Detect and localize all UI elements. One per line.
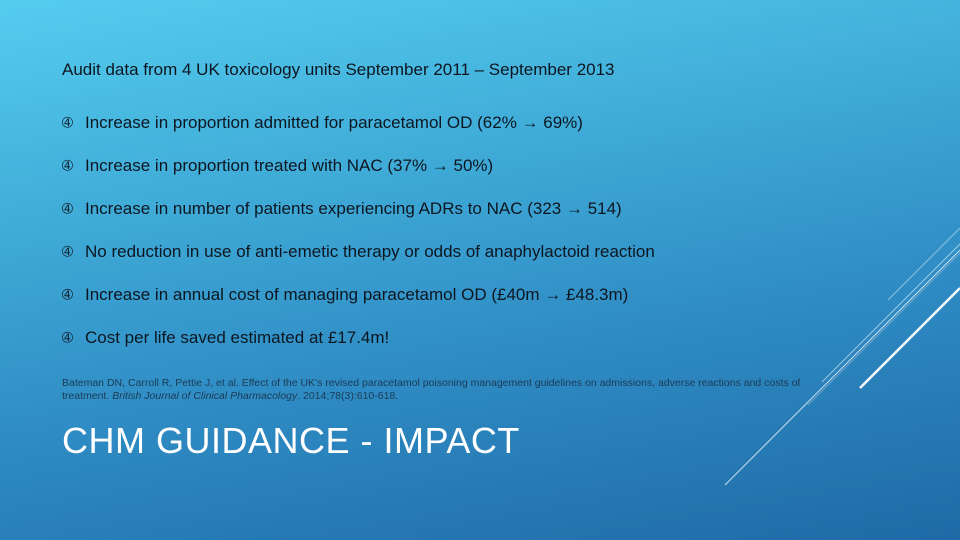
slide-title: CHM GUIDANCE - IMPACT [62, 420, 520, 461]
circled-4-bullet-icon: ➃ [62, 201, 73, 216]
list-item: ➃ Increase in number of patients experie… [62, 187, 655, 230]
deco-line-mid [821, 243, 960, 383]
findings-list: ➃ Increase in proportion admitted for pa… [62, 101, 655, 359]
citation-authors-title: Bateman DN, Carroll R, Pettie J, et al. … [62, 377, 801, 402]
circled-4-bullet-icon: ➃ [62, 330, 73, 345]
bullet-text: Cost per life saved estimated at £17.4m! [85, 327, 390, 347]
bullet-text: No reduction in use of anti-emetic thera… [85, 241, 655, 261]
deco-line-long [724, 249, 960, 486]
circled-4-bullet-icon: ➃ [62, 287, 73, 302]
bullet-text: Increase in proportion admitted for para… [85, 112, 583, 132]
bullet-text: Increase in number of patients experienc… [85, 198, 622, 218]
deco-line-thick [859, 287, 960, 389]
circled-4-bullet-icon: ➃ [62, 244, 73, 259]
circled-4-bullet-icon: ➃ [62, 115, 73, 130]
citation-journal: British Journal of Clinical Pharmacology [112, 390, 298, 402]
list-item: ➃ No reduction in use of anti-emetic the… [62, 230, 655, 273]
list-item: ➃ Cost per life saved estimated at £17.4… [62, 316, 655, 359]
bullet-text: Increase in proportion treated with NAC … [85, 155, 494, 175]
list-item: ➃ Increase in proportion admitted for pa… [62, 101, 655, 144]
deco-line-short-b [807, 252, 960, 406]
audit-intro-text: Audit data from 4 UK toxicology units Se… [62, 60, 615, 79]
citation-reference: Bateman DN, Carroll R, Pettie J, et al. … [62, 377, 802, 403]
circled-4-bullet-icon: ➃ [62, 158, 73, 173]
bullet-text: Increase in annual cost of managing para… [85, 284, 629, 304]
list-item: ➃ Increase in annual cost of managing pa… [62, 273, 655, 316]
deco-line-short-a [887, 227, 960, 301]
list-item: ➃ Increase in proportion treated with NA… [62, 144, 655, 187]
citation-volume-pages: . 2014;78(3):610-618. [297, 390, 399, 402]
